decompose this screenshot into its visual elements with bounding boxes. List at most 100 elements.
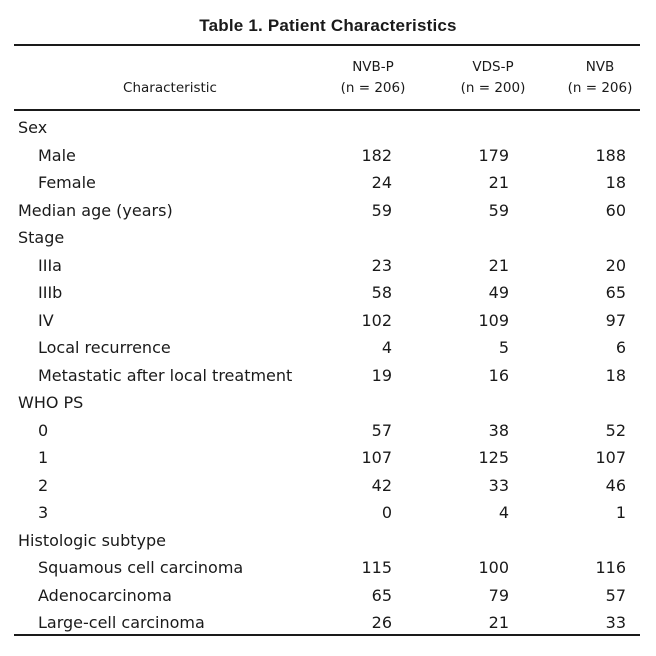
cell-value: 115: [361, 558, 392, 577]
header-characteristic-label: Characteristic: [123, 80, 217, 96]
table-row: IIIb 58 49 65: [0, 279, 656, 307]
cell-value: 33: [488, 475, 509, 495]
row-label: WHO PS: [18, 393, 84, 412]
row-label: Adenocarcinoma: [38, 585, 172, 605]
cell-value: 1: [615, 503, 626, 522]
cell-value: 52: [605, 420, 626, 440]
header-col-name: NVB: [585, 59, 615, 75]
row-label: IIIb: [38, 283, 63, 302]
cell-value: 188: [595, 145, 626, 165]
table-row: 3 0 4 1: [0, 499, 656, 527]
cell-value: 60: [605, 200, 626, 220]
header-rule: [14, 109, 640, 111]
row-label: Median age (years): [18, 200, 173, 220]
table-row: Female 24 21 18: [0, 169, 656, 197]
cell-value: 46: [605, 475, 626, 495]
cell-value: 21: [488, 255, 509, 275]
bottom-rule: [14, 634, 640, 636]
table-row: 2 42 33 46: [0, 472, 656, 500]
header-col-name: NVB-P: [352, 59, 394, 75]
row-label: Histologic subtype: [18, 530, 166, 550]
row-label: Sex: [18, 118, 48, 137]
cell-value: 57: [605, 585, 626, 605]
cell-value: 21: [488, 613, 509, 632]
cell-value: 18: [605, 365, 626, 385]
cell-value: 24: [371, 173, 392, 192]
cell-value: 4: [498, 503, 509, 522]
header-characteristic: Characteristic: [80, 78, 260, 99]
cell-value: 5: [498, 338, 509, 357]
table-row: 1 107 125 107: [0, 444, 656, 472]
top-rule: [14, 44, 640, 46]
table-row: Adenocarcinoma 65 79 57: [0, 582, 656, 610]
row-label: Metastatic after local treatment: [38, 365, 293, 385]
table-row: Metastatic after local treatment 19 16 18: [0, 362, 656, 390]
cell-value: 65: [605, 283, 626, 302]
cell-value: 59: [488, 200, 509, 220]
cell-value: 59: [371, 200, 392, 220]
section-row: WHO PS: [0, 389, 656, 417]
header-col-nvb: NVB (n = 206): [560, 57, 640, 99]
table-row: Local recurrence 4 5 6: [0, 334, 656, 362]
table-row: IV 102 109 97: [0, 307, 656, 335]
table-title: Table 1. Patient Characteristics: [199, 16, 457, 35]
cell-value: 58: [371, 283, 392, 302]
cell-value: 33: [605, 613, 626, 632]
section-row: Median age (years) 59 59 60: [0, 197, 656, 225]
row-label: 1: [38, 448, 49, 467]
cell-value: 182: [361, 145, 392, 165]
cell-value: 6: [615, 338, 626, 357]
cell-value: 49: [488, 283, 509, 302]
cell-value: 16: [488, 365, 509, 385]
cell-value: 4: [381, 338, 392, 357]
cell-value: 79: [488, 585, 509, 605]
cell-value: 21: [488, 173, 509, 192]
row-label: Squamous cell carcinoma: [38, 558, 244, 577]
table-row: Large-cell carcinoma 26 21 33: [0, 609, 656, 637]
row-label: 3: [38, 503, 49, 522]
header-col-name: VDS-P: [472, 59, 514, 75]
table-body: Sex Male 182 179 188 Female 24 21 18 Median age (…: [0, 114, 656, 637]
row-label: IV: [38, 310, 54, 330]
row-label: 2: [38, 475, 49, 495]
row-label: IIIa: [38, 255, 62, 275]
section-row: Stage: [0, 224, 656, 252]
table-row: 0 57 38 52: [0, 417, 656, 445]
table-row: IIIa 23 21 20: [0, 252, 656, 280]
header-col-n: (n = 206): [340, 80, 406, 96]
section-row: Sex: [0, 114, 656, 142]
cell-value: 100: [478, 558, 509, 577]
cell-value: 125: [478, 448, 509, 467]
row-label: Local recurrence: [38, 338, 171, 357]
cell-value: 57: [371, 420, 392, 440]
cell-value: 19: [371, 365, 392, 385]
cell-value: 107: [595, 448, 626, 467]
cell-value: 18: [605, 173, 626, 192]
header-col-n: (n = 206): [567, 80, 633, 96]
section-row: Histologic subtype: [0, 527, 656, 555]
cell-value: 38: [488, 420, 509, 440]
cell-value: 26: [371, 613, 392, 632]
cell-value: 20: [605, 255, 626, 275]
cell-value: 42: [371, 475, 392, 495]
cell-value: 107: [361, 448, 392, 467]
table-row: Male 182 179 188: [0, 142, 656, 170]
header-col-vds-p: VDS-P (n = 200): [448, 57, 538, 99]
cell-value: 97: [605, 310, 626, 330]
row-label: Large-cell carcinoma: [38, 613, 205, 632]
cell-value: 23: [371, 255, 392, 275]
cell-value: 65: [371, 585, 392, 605]
row-label: Male: [38, 145, 76, 165]
cell-value: 102: [361, 310, 392, 330]
cell-value: 179: [478, 145, 509, 165]
row-label: Stage: [18, 228, 65, 247]
cell-value: 0: [381, 503, 392, 522]
cell-value: 116: [595, 558, 626, 577]
row-label: 0: [38, 420, 49, 440]
table-row: Squamous cell carcinoma 115 100 116: [0, 554, 656, 582]
header-col-n: (n = 200): [460, 80, 526, 96]
row-label: Female: [38, 173, 96, 192]
header-col-nvb-p: NVB-P (n = 206): [328, 57, 418, 99]
cell-value: 109: [478, 310, 509, 330]
